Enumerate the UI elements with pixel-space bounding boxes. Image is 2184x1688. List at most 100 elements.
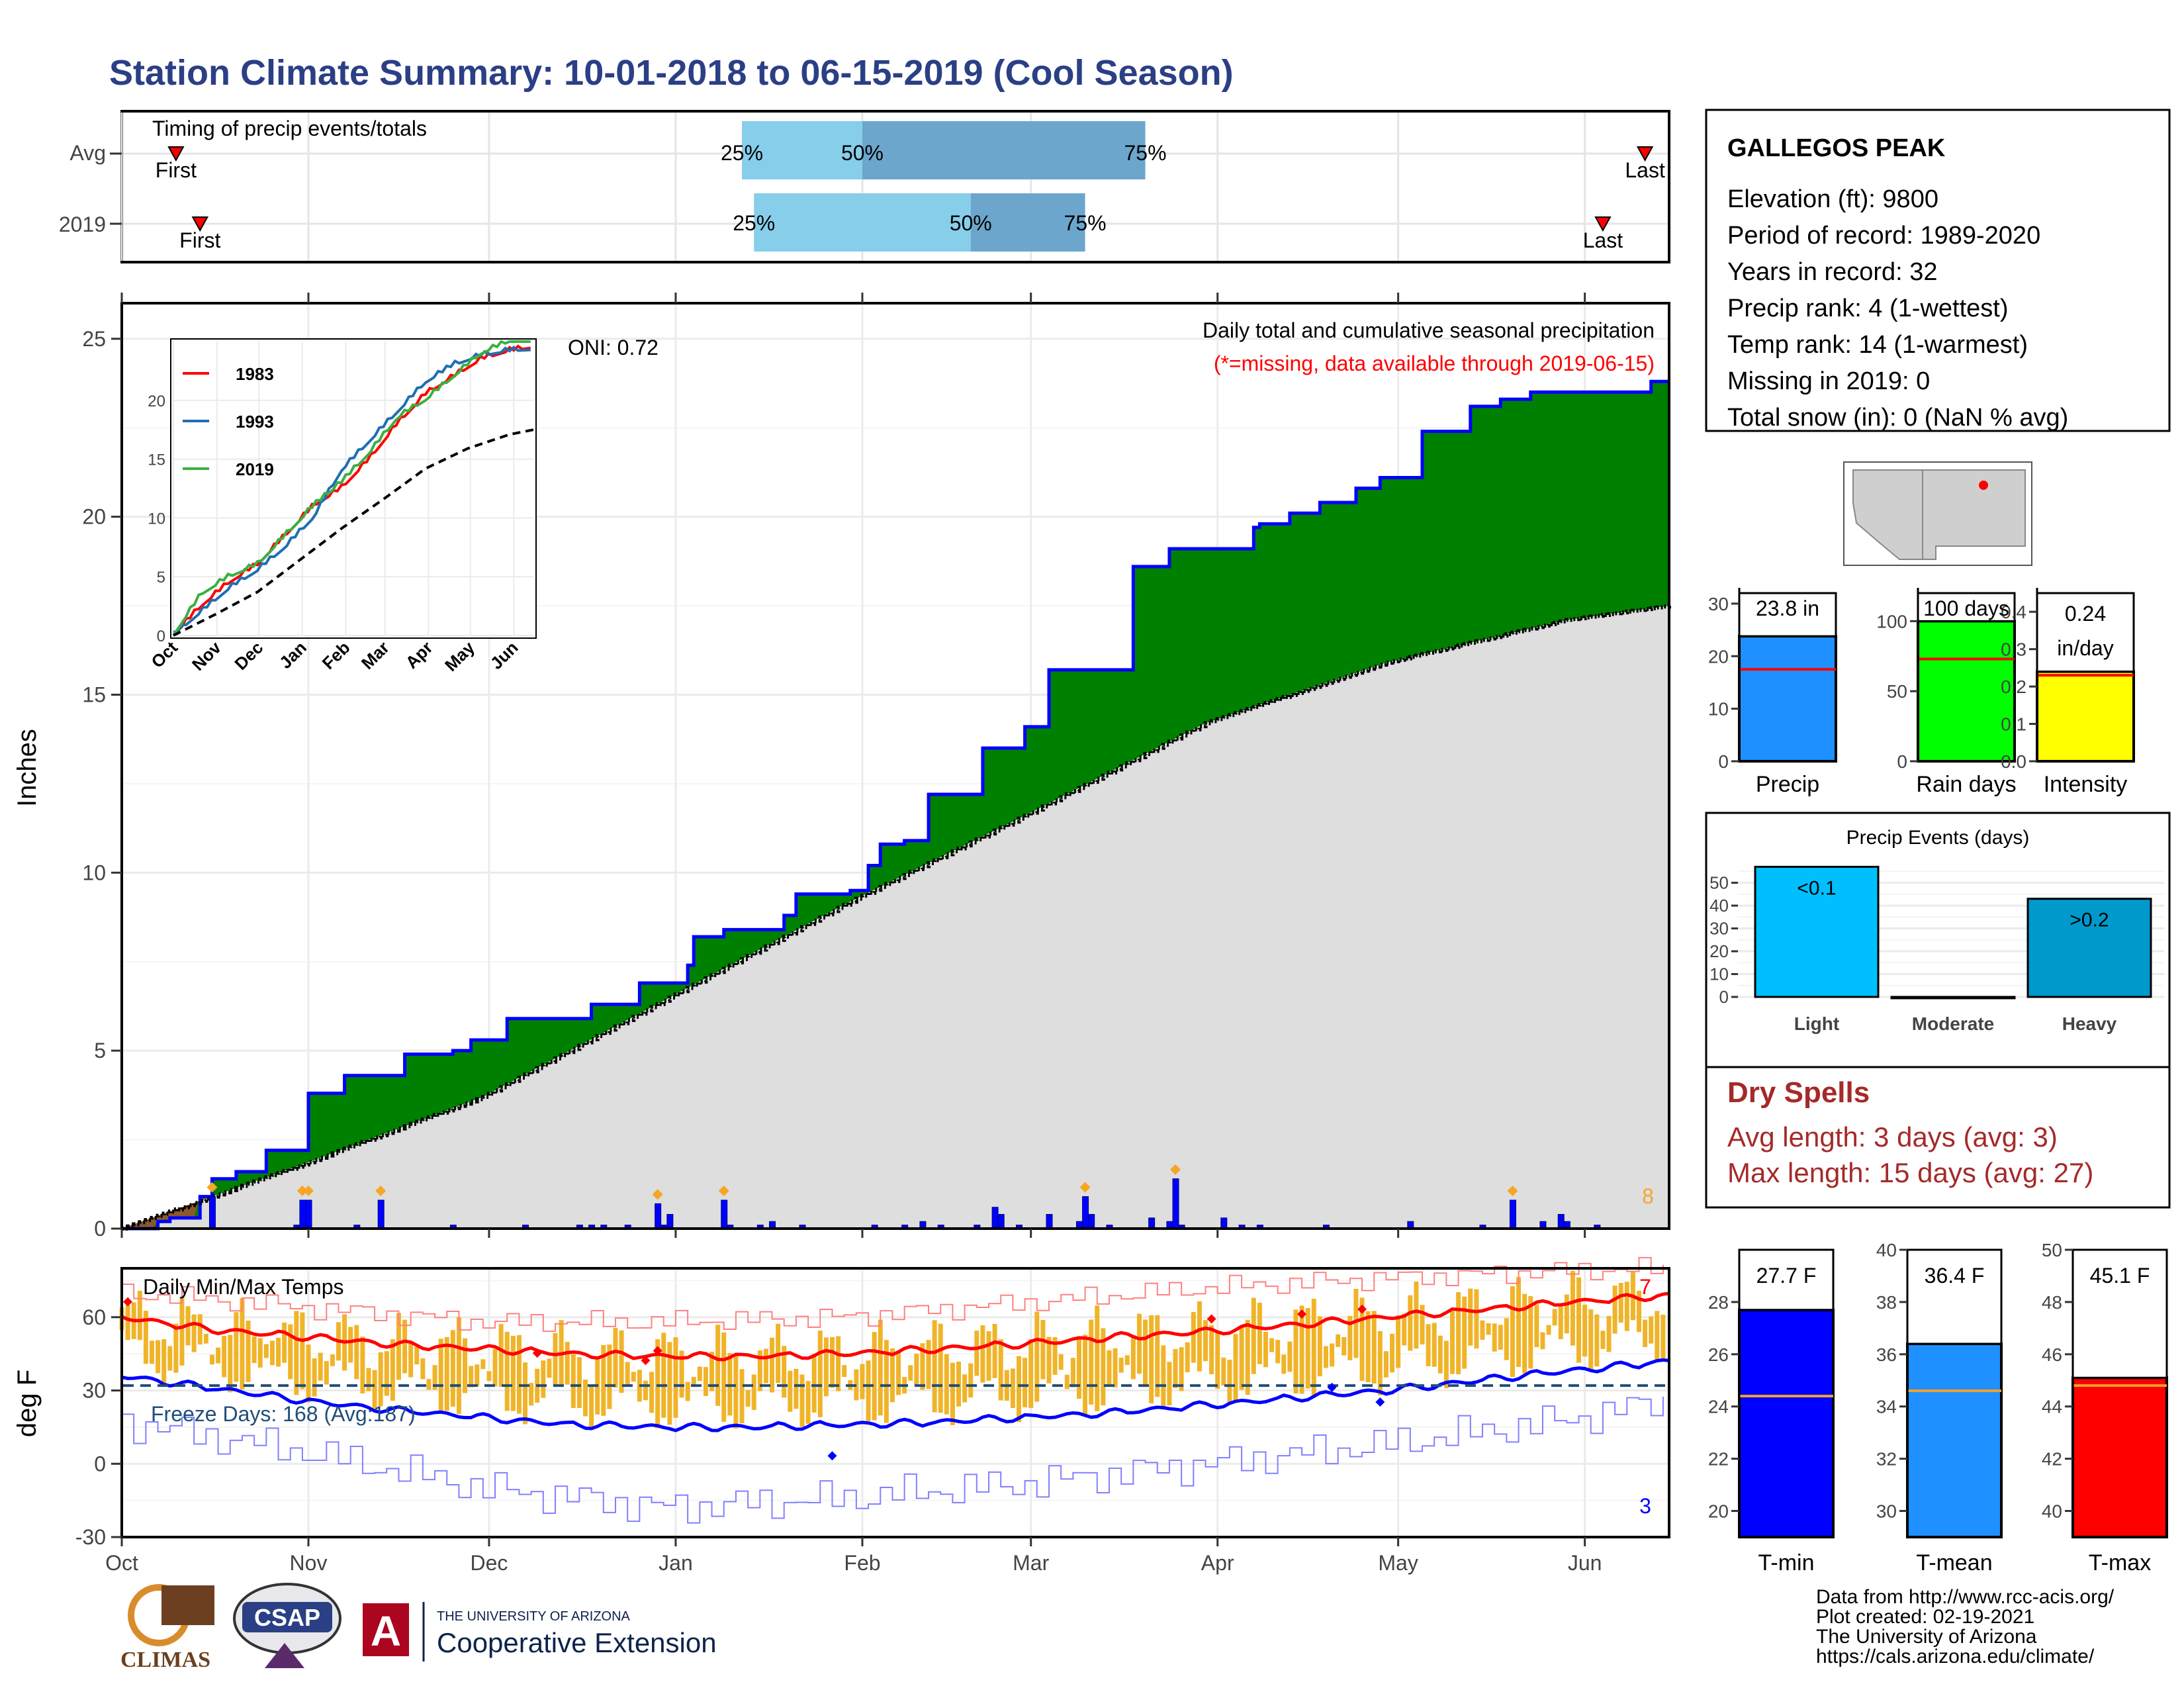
station-period: Period of record: 1989-2020 xyxy=(1727,222,2040,250)
daily-temp-bar xyxy=(817,1330,823,1417)
precip-summary-category: Rain days xyxy=(1916,772,2016,797)
daily-temp-bar xyxy=(1064,1374,1069,1389)
average-tmax-line xyxy=(121,1291,1670,1362)
station-location-dot xyxy=(1979,481,1988,490)
daily-temp-bar xyxy=(137,1290,142,1340)
average-cumulative-line xyxy=(122,604,1671,1231)
daily-temp-bar xyxy=(697,1366,702,1382)
daily-temp-bar xyxy=(251,1336,257,1364)
daily-temp-bar xyxy=(1221,1357,1226,1385)
daily-temp-bar xyxy=(1402,1313,1407,1346)
temp-summary-tick-label: 50 xyxy=(2042,1240,2062,1260)
daily-temp-bar xyxy=(920,1343,925,1390)
temp-y-tick-label: -30 xyxy=(75,1525,106,1549)
daily-temp-bar xyxy=(1275,1340,1281,1364)
precip-y-tick-label: 5 xyxy=(94,1039,106,1062)
2019-last-marker xyxy=(1594,216,1612,232)
daily-temp-bar xyxy=(1107,1350,1112,1385)
daily-temp-bar xyxy=(570,1354,576,1408)
daily-temp-bar xyxy=(998,1339,1003,1401)
station-precip-rank: Precip rank: 4 (1-wettest) xyxy=(1727,295,2008,322)
daily-temp-bar xyxy=(547,1358,552,1378)
daily-temp-bar xyxy=(234,1312,239,1382)
daily-temp-bar xyxy=(1124,1355,1130,1366)
daily-temp-bar xyxy=(1546,1325,1551,1335)
daily-temp-bar xyxy=(908,1365,913,1381)
daily-precip-bar xyxy=(1046,1213,1053,1229)
daily-temp-bar xyxy=(191,1314,197,1352)
daily-temp-bar xyxy=(1185,1342,1190,1373)
daily-temp-bar xyxy=(1462,1296,1467,1369)
daily-precip-bar xyxy=(666,1213,674,1229)
daily-temp-bar xyxy=(986,1331,991,1381)
daily-temp-bar xyxy=(613,1327,618,1388)
daily-temp-bar xyxy=(932,1320,937,1413)
daily-temp-bar xyxy=(222,1335,227,1378)
station-missing: Missing in 2019: 0 xyxy=(1727,367,1930,395)
heavy-event-marker xyxy=(1079,1182,1091,1193)
daily-temp-bar xyxy=(1136,1313,1142,1374)
daily-temp-bar xyxy=(318,1352,323,1381)
daily-temp-bar xyxy=(1263,1331,1268,1368)
2019-last-label: Last xyxy=(1583,228,1623,252)
inset-y-tick-label: 0 xyxy=(157,628,165,645)
daily-temp-bar xyxy=(703,1367,708,1396)
daily-temp-bar xyxy=(1046,1336,1052,1383)
daily-temp-bar xyxy=(1661,1314,1666,1362)
record-high-marker xyxy=(1206,1314,1216,1324)
daily-temp-bar xyxy=(643,1380,648,1401)
avg-first-label: First xyxy=(156,158,197,182)
daily-temp-bar xyxy=(240,1298,245,1389)
daily-temp-bar xyxy=(745,1389,751,1407)
temp-y-tick-label: 60 xyxy=(82,1305,106,1329)
daily-temp-bar xyxy=(463,1338,468,1393)
daily-temp-bar xyxy=(896,1352,901,1395)
inset-line-average xyxy=(173,428,534,637)
daily-temp-bar xyxy=(1558,1303,1563,1340)
daily-temp-bar xyxy=(246,1320,251,1382)
daily-temp-bar xyxy=(1437,1335,1443,1374)
daily-temp-bar xyxy=(1118,1357,1124,1373)
record-high-marker xyxy=(123,1297,133,1307)
record-low-marker xyxy=(827,1451,837,1461)
daily-temp-bar xyxy=(384,1351,389,1396)
daily-temp-bar xyxy=(649,1372,655,1413)
precip-summary-tick-label: 10 xyxy=(1708,699,1729,720)
2019-first-label: First xyxy=(179,228,220,252)
event-category-label: Light xyxy=(1794,1013,1839,1034)
daily-temp-bar xyxy=(257,1338,263,1368)
temp-x-tick-label: Mar xyxy=(1013,1551,1049,1575)
dry-spells-title: Dry Spells xyxy=(1727,1076,1870,1109)
events-tick-label: 0 xyxy=(1719,987,1729,1007)
precip-summary-bar xyxy=(2036,670,2135,763)
daily-temp-bar xyxy=(438,1338,443,1413)
precip-y-label: Inches xyxy=(13,729,42,807)
inset-y-tick-label: 20 xyxy=(148,393,165,410)
daily-temp-bar xyxy=(1089,1319,1094,1405)
record-low-line xyxy=(122,1396,1664,1524)
daily-temp-bar xyxy=(306,1344,311,1403)
daily-temp-bar xyxy=(1347,1315,1353,1360)
precip-chart-missing-note: (*=missing, data available through 2019-… xyxy=(1214,352,1655,375)
dry-spells-max: Max length: 15 days (avg: 27) xyxy=(1727,1157,2093,1188)
daily-temp-bar xyxy=(980,1325,985,1383)
temp-summary-tick-label: 28 xyxy=(1708,1292,1729,1313)
event-bar-moderate xyxy=(1890,996,2016,1000)
daily-temp-bar xyxy=(456,1317,461,1414)
heavy-event-marker xyxy=(375,1185,387,1196)
daily-temp-bar xyxy=(576,1357,582,1409)
daily-temp-bar xyxy=(607,1344,612,1409)
record-low-marker xyxy=(1327,1382,1337,1392)
daily-temp-bar xyxy=(1414,1281,1419,1349)
daily-temp-bar xyxy=(167,1346,173,1371)
coop-extension: Cooperative Extension xyxy=(437,1627,717,1658)
2019-q50-label: 50% xyxy=(950,211,992,235)
station-temp-rank: Temp rank: 14 (1-warmest) xyxy=(1727,331,2028,359)
daily-temp-bar xyxy=(1576,1277,1582,1363)
daily-temp-bar xyxy=(1570,1270,1575,1346)
daily-temp-bar xyxy=(1420,1305,1425,1345)
daily-temp-bar xyxy=(1486,1323,1491,1335)
daily-temp-bar xyxy=(842,1365,847,1378)
daily-temp-bar xyxy=(450,1330,455,1407)
